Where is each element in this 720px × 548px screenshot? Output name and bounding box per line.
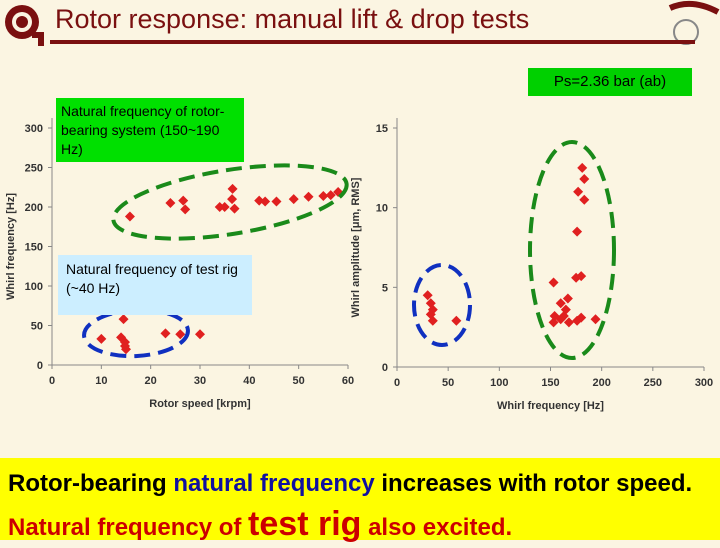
x-tick-label: 300	[695, 377, 713, 389]
data-point	[178, 195, 189, 206]
x-tick-label: 40	[243, 375, 255, 387]
group-logo-icon	[668, 0, 720, 45]
x-tick-label: 10	[95, 375, 107, 387]
data-point	[427, 315, 438, 326]
university-logo-icon	[5, 5, 44, 46]
x-axis-label: Rotor speed [krpm]	[149, 398, 251, 410]
x-tick-label: 200	[592, 377, 610, 389]
data-point	[451, 315, 462, 326]
data-point	[165, 198, 176, 209]
data-point	[579, 194, 590, 205]
x-tick-label: 250	[644, 377, 662, 389]
data-point	[548, 277, 559, 288]
ellipse-rig-frequency-right	[412, 263, 472, 347]
data-point	[303, 191, 314, 202]
chart-rotor-speed-vs-frequency: 0 10 20 30 40 50 60 0 50 100 150 200 250 300 Rotor spe…	[5, 118, 354, 410]
conclusion-text-5: test rig	[248, 505, 362, 543]
y-tick-label: 0	[382, 362, 388, 374]
data-point	[227, 194, 238, 205]
conclusion-text-3: increases with rotor speed.	[374, 470, 693, 497]
annotation-test-rig: Natural frequency of test rig (~40 Hz)	[58, 255, 252, 315]
data-point	[254, 195, 265, 206]
data-point	[288, 194, 299, 205]
x-tick-label: 50	[442, 377, 454, 389]
chart-frequency-vs-amplitude: 0 50 100 150 200 250 300 0 5 10 15 Whirl frequency …	[350, 118, 713, 412]
y-axis-label: Whirl amplitude [μm, RMS]	[350, 177, 362, 317]
data-point	[195, 329, 205, 340]
data-point	[422, 290, 433, 301]
y-tick-label: 5	[382, 282, 388, 294]
title-rule	[50, 40, 695, 44]
y-tick-label: 300	[25, 123, 43, 135]
data-point	[227, 183, 238, 194]
data-point	[572, 226, 583, 237]
conclusion-text-6: also excited.	[361, 514, 513, 541]
y-tick-label: 250	[25, 163, 43, 175]
conclusion-text-2: natural frequency	[173, 470, 375, 497]
x-axis-label: Whirl frequency [Hz]	[497, 400, 604, 412]
data-point	[562, 293, 573, 304]
x-tick-label: 20	[145, 375, 157, 387]
highlight-ellipses	[82, 140, 616, 360]
y-tick-label: 0	[37, 360, 43, 372]
conclusion-text-4: Natural frequency of	[8, 514, 249, 541]
data-point	[325, 190, 336, 201]
data-point	[577, 162, 588, 173]
page-title: Rotor response: manual lift & drop tests	[55, 4, 530, 34]
data-point	[318, 190, 329, 201]
x-tick-label: 0	[49, 375, 55, 387]
y-tick-label: 10	[376, 203, 388, 215]
y-tick-label: 200	[25, 202, 43, 214]
data-point	[576, 271, 587, 282]
data-point	[555, 314, 566, 325]
data-point	[563, 317, 574, 328]
data-point	[271, 196, 282, 207]
x-tick-label: 30	[194, 375, 206, 387]
x-tick-label: 150	[541, 377, 559, 389]
data-point	[118, 314, 129, 325]
data-point	[180, 204, 191, 215]
conclusion-text-1: Rotor-bearing	[8, 470, 174, 497]
x-tick-label: 0	[394, 377, 400, 389]
x-tick-label: 100	[490, 377, 508, 389]
supply-pressure-label: Ps=2.36 bar (ab)	[528, 68, 692, 96]
y-tick-label: 50	[31, 321, 43, 333]
ellipse-rotor-frequency	[111, 163, 349, 241]
data-point	[555, 298, 566, 309]
data-point	[124, 211, 135, 222]
data-point	[121, 344, 131, 355]
data-point	[573, 186, 584, 197]
x-tick-label: 60	[342, 375, 354, 387]
conclusion-box: Rotor-bearing natural frequency increase…	[0, 458, 720, 543]
y-tick-label: 15	[376, 123, 388, 135]
data-point	[160, 328, 171, 339]
data-point	[590, 314, 601, 325]
data-point	[175, 329, 186, 340]
x-tick-label: 50	[293, 375, 305, 387]
y-tick-label: 150	[25, 242, 43, 254]
data-point	[96, 333, 107, 344]
data-point	[229, 203, 240, 214]
y-axis-label: Whirl frequency [Hz]	[5, 193, 17, 300]
data-point	[219, 202, 230, 212]
y-tick-label: 100	[25, 281, 43, 293]
ellipse-rotor-amplitude	[528, 140, 616, 360]
annotation-natural-frequency: Natural frequency of rotor-bearing syste…	[56, 98, 244, 162]
ellipse-rig-frequency-left	[82, 307, 190, 359]
data-point	[579, 173, 590, 184]
data-point	[548, 317, 559, 328]
data-point	[260, 196, 271, 207]
data-point	[576, 312, 587, 323]
